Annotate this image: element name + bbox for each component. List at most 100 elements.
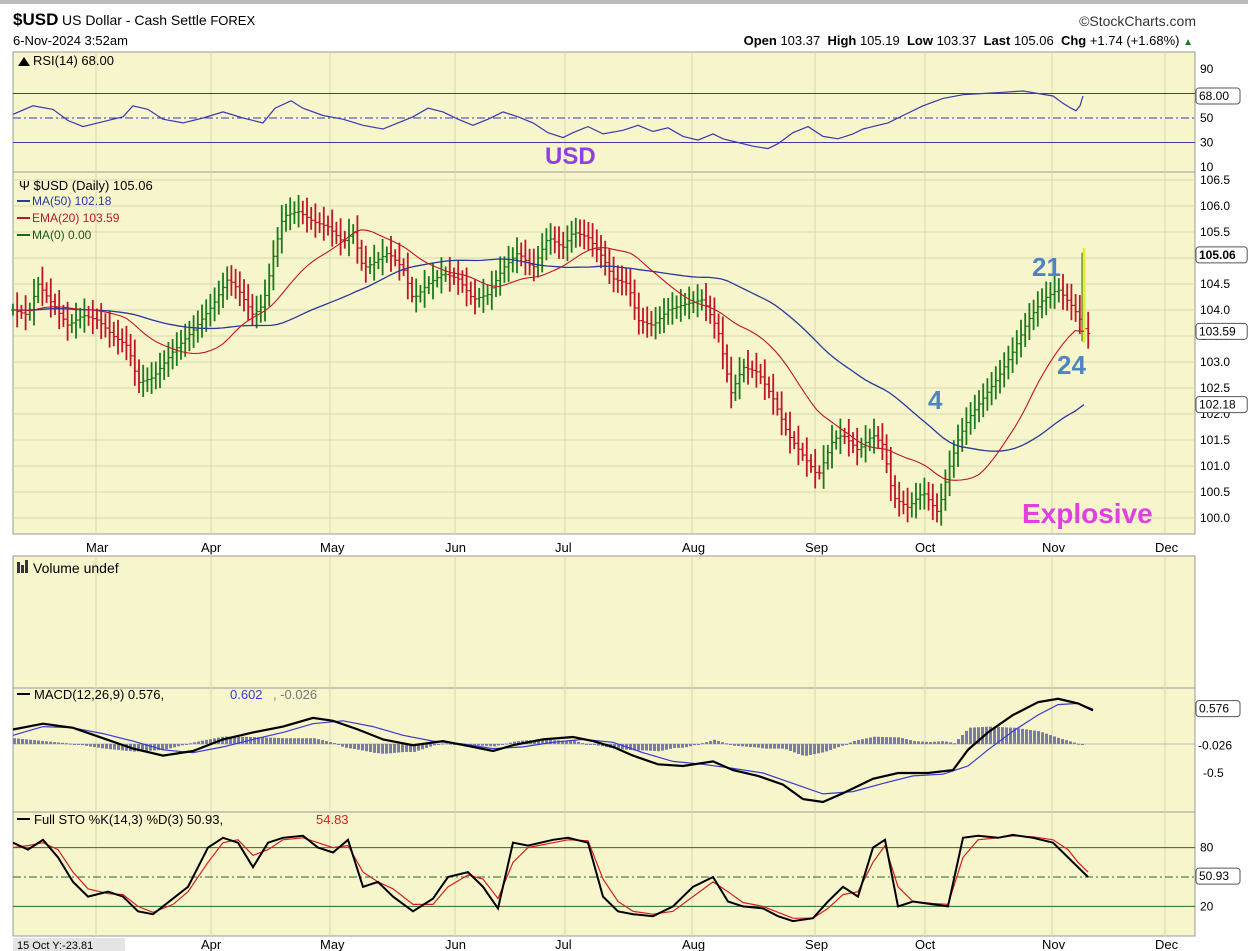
x-tick-mid: Aug — [682, 540, 705, 555]
macd-hist-bar — [929, 741, 932, 744]
macd-hist-bar — [389, 744, 392, 754]
macd-hist-bar — [681, 744, 684, 748]
macd-hist-bar — [549, 740, 552, 744]
x-tick-mid: Apr — [201, 540, 222, 555]
macd-hist-bar — [369, 744, 372, 753]
macd-hist-bar — [517, 741, 520, 744]
macd-hist-bar — [497, 744, 500, 746]
macd-hist-bar — [397, 744, 400, 753]
macd-hist-tick: -0.026 — [1198, 739, 1232, 753]
macd-hist-bar — [921, 741, 924, 744]
macd-hist-bar — [1021, 728, 1024, 744]
macd-hist-bar — [953, 743, 956, 745]
macd-hist-bar — [181, 744, 184, 746]
macd-hist-bar — [97, 744, 100, 748]
macd-hist-bar — [917, 741, 920, 744]
x-tick-bottom: Apr — [201, 937, 222, 951]
stockcharts-brand[interactable]: ©StockCharts.com — [1079, 13, 1196, 29]
macd-hist-bar — [25, 739, 28, 744]
usd-annotation: USD — [545, 143, 596, 170]
macd-hist-bar — [185, 744, 188, 745]
x-tick-mid: Jun — [445, 540, 466, 555]
macd-hist-bar — [1053, 736, 1056, 744]
ema20-last-value: 103.59 — [1199, 324, 1236, 338]
macd-hist-bar — [685, 744, 688, 748]
macd-last-value-box — [1195, 700, 1241, 718]
macd-hist-bar — [81, 744, 84, 746]
price-tick: 102.5 — [1200, 381, 1230, 395]
macd-hist-bar — [241, 736, 244, 744]
macd-hist-bar — [53, 742, 56, 744]
macd-hist-value: , -0.026 — [273, 687, 317, 702]
macd-signal-value: 0.602 — [230, 687, 263, 702]
macd-hist-bar — [541, 739, 544, 744]
macd-hist-bar — [405, 744, 408, 752]
macd-hist-bar — [825, 744, 828, 752]
macd-hist-bar — [693, 744, 696, 746]
ma50-line — [13, 258, 1085, 452]
macd-hist-bar — [169, 744, 172, 749]
macd-hist-bar — [421, 744, 424, 750]
macd-hist-bar — [293, 738, 296, 744]
macd-hist-bar — [409, 744, 412, 752]
macd-hist-bar — [61, 742, 64, 744]
rsi-tick: 50 — [1200, 111, 1214, 125]
ema20-last-value-box — [1195, 322, 1248, 340]
macd-hist-bar — [973, 727, 976, 744]
x-tick-mid: Oct — [915, 540, 936, 555]
macd-hist-bar — [265, 737, 268, 744]
macd-hist-bar — [857, 740, 860, 744]
price-tick: 104.5 — [1200, 277, 1230, 291]
macd-hist-bar — [313, 738, 316, 744]
open-value: 103.37 — [780, 33, 821, 48]
macd-hist-bar — [165, 744, 168, 750]
macd-hist-bar — [1057, 737, 1060, 744]
macd-hist-bar — [649, 744, 652, 751]
macd-hist-bar — [657, 744, 660, 752]
macd-hist-bar — [865, 738, 868, 744]
rsi-tick: 10 — [1200, 160, 1214, 174]
price-tick: 101.5 — [1200, 433, 1230, 447]
volume-icon-bar — [25, 560, 28, 573]
macd-hist-bar — [481, 744, 484, 746]
macd-hist-bar — [737, 744, 740, 747]
macd-hist-bar — [769, 744, 772, 749]
legend-ma0: MA(0) 0.00 — [32, 228, 92, 242]
macd-hist-bar — [545, 739, 548, 744]
macd-hist-bar — [473, 744, 476, 746]
macd-hist-bar — [565, 740, 568, 744]
macd-hist-bar — [901, 738, 904, 744]
macd-hist-bar — [1041, 732, 1044, 744]
x-tick-mid: Dec — [1155, 540, 1179, 555]
macd-hist-bar — [77, 744, 80, 745]
low-label: Low — [906, 33, 933, 48]
macd-hist-bar — [773, 744, 776, 749]
macd-hist-bar — [317, 739, 320, 744]
macd-hist-bar — [385, 744, 388, 754]
macd-hist-bar — [357, 744, 360, 750]
macd-hist-bar — [477, 744, 480, 746]
macd-hist-bar — [593, 744, 596, 745]
macd-hist-bar — [1037, 731, 1040, 744]
macd-hist-bar — [453, 744, 456, 745]
macd-hist-bar — [1029, 729, 1032, 744]
macd-hist-bar — [269, 737, 272, 744]
x-tick-bottom: Sep — [805, 937, 828, 951]
macd-hist-bar — [445, 743, 448, 745]
macd-hist-bar — [793, 744, 796, 753]
macd-hist-bar — [321, 740, 324, 744]
macd-hist-bar — [109, 744, 112, 750]
macd-hist-bar — [885, 737, 888, 744]
macd-hist-bar — [1069, 741, 1072, 744]
macd-hist-bar — [909, 740, 912, 744]
macd-hist-bar — [21, 738, 24, 744]
macd-hist-bar — [749, 744, 752, 747]
macd-hist-bar — [817, 744, 820, 754]
macd-line — [12, 697, 1094, 804]
macd-hist-bar — [33, 740, 36, 744]
macd-hist-bar — [437, 744, 440, 745]
macd-hist-bar — [765, 744, 768, 749]
macd-hist-bar — [881, 736, 884, 744]
macd-hist-bar — [913, 741, 916, 744]
